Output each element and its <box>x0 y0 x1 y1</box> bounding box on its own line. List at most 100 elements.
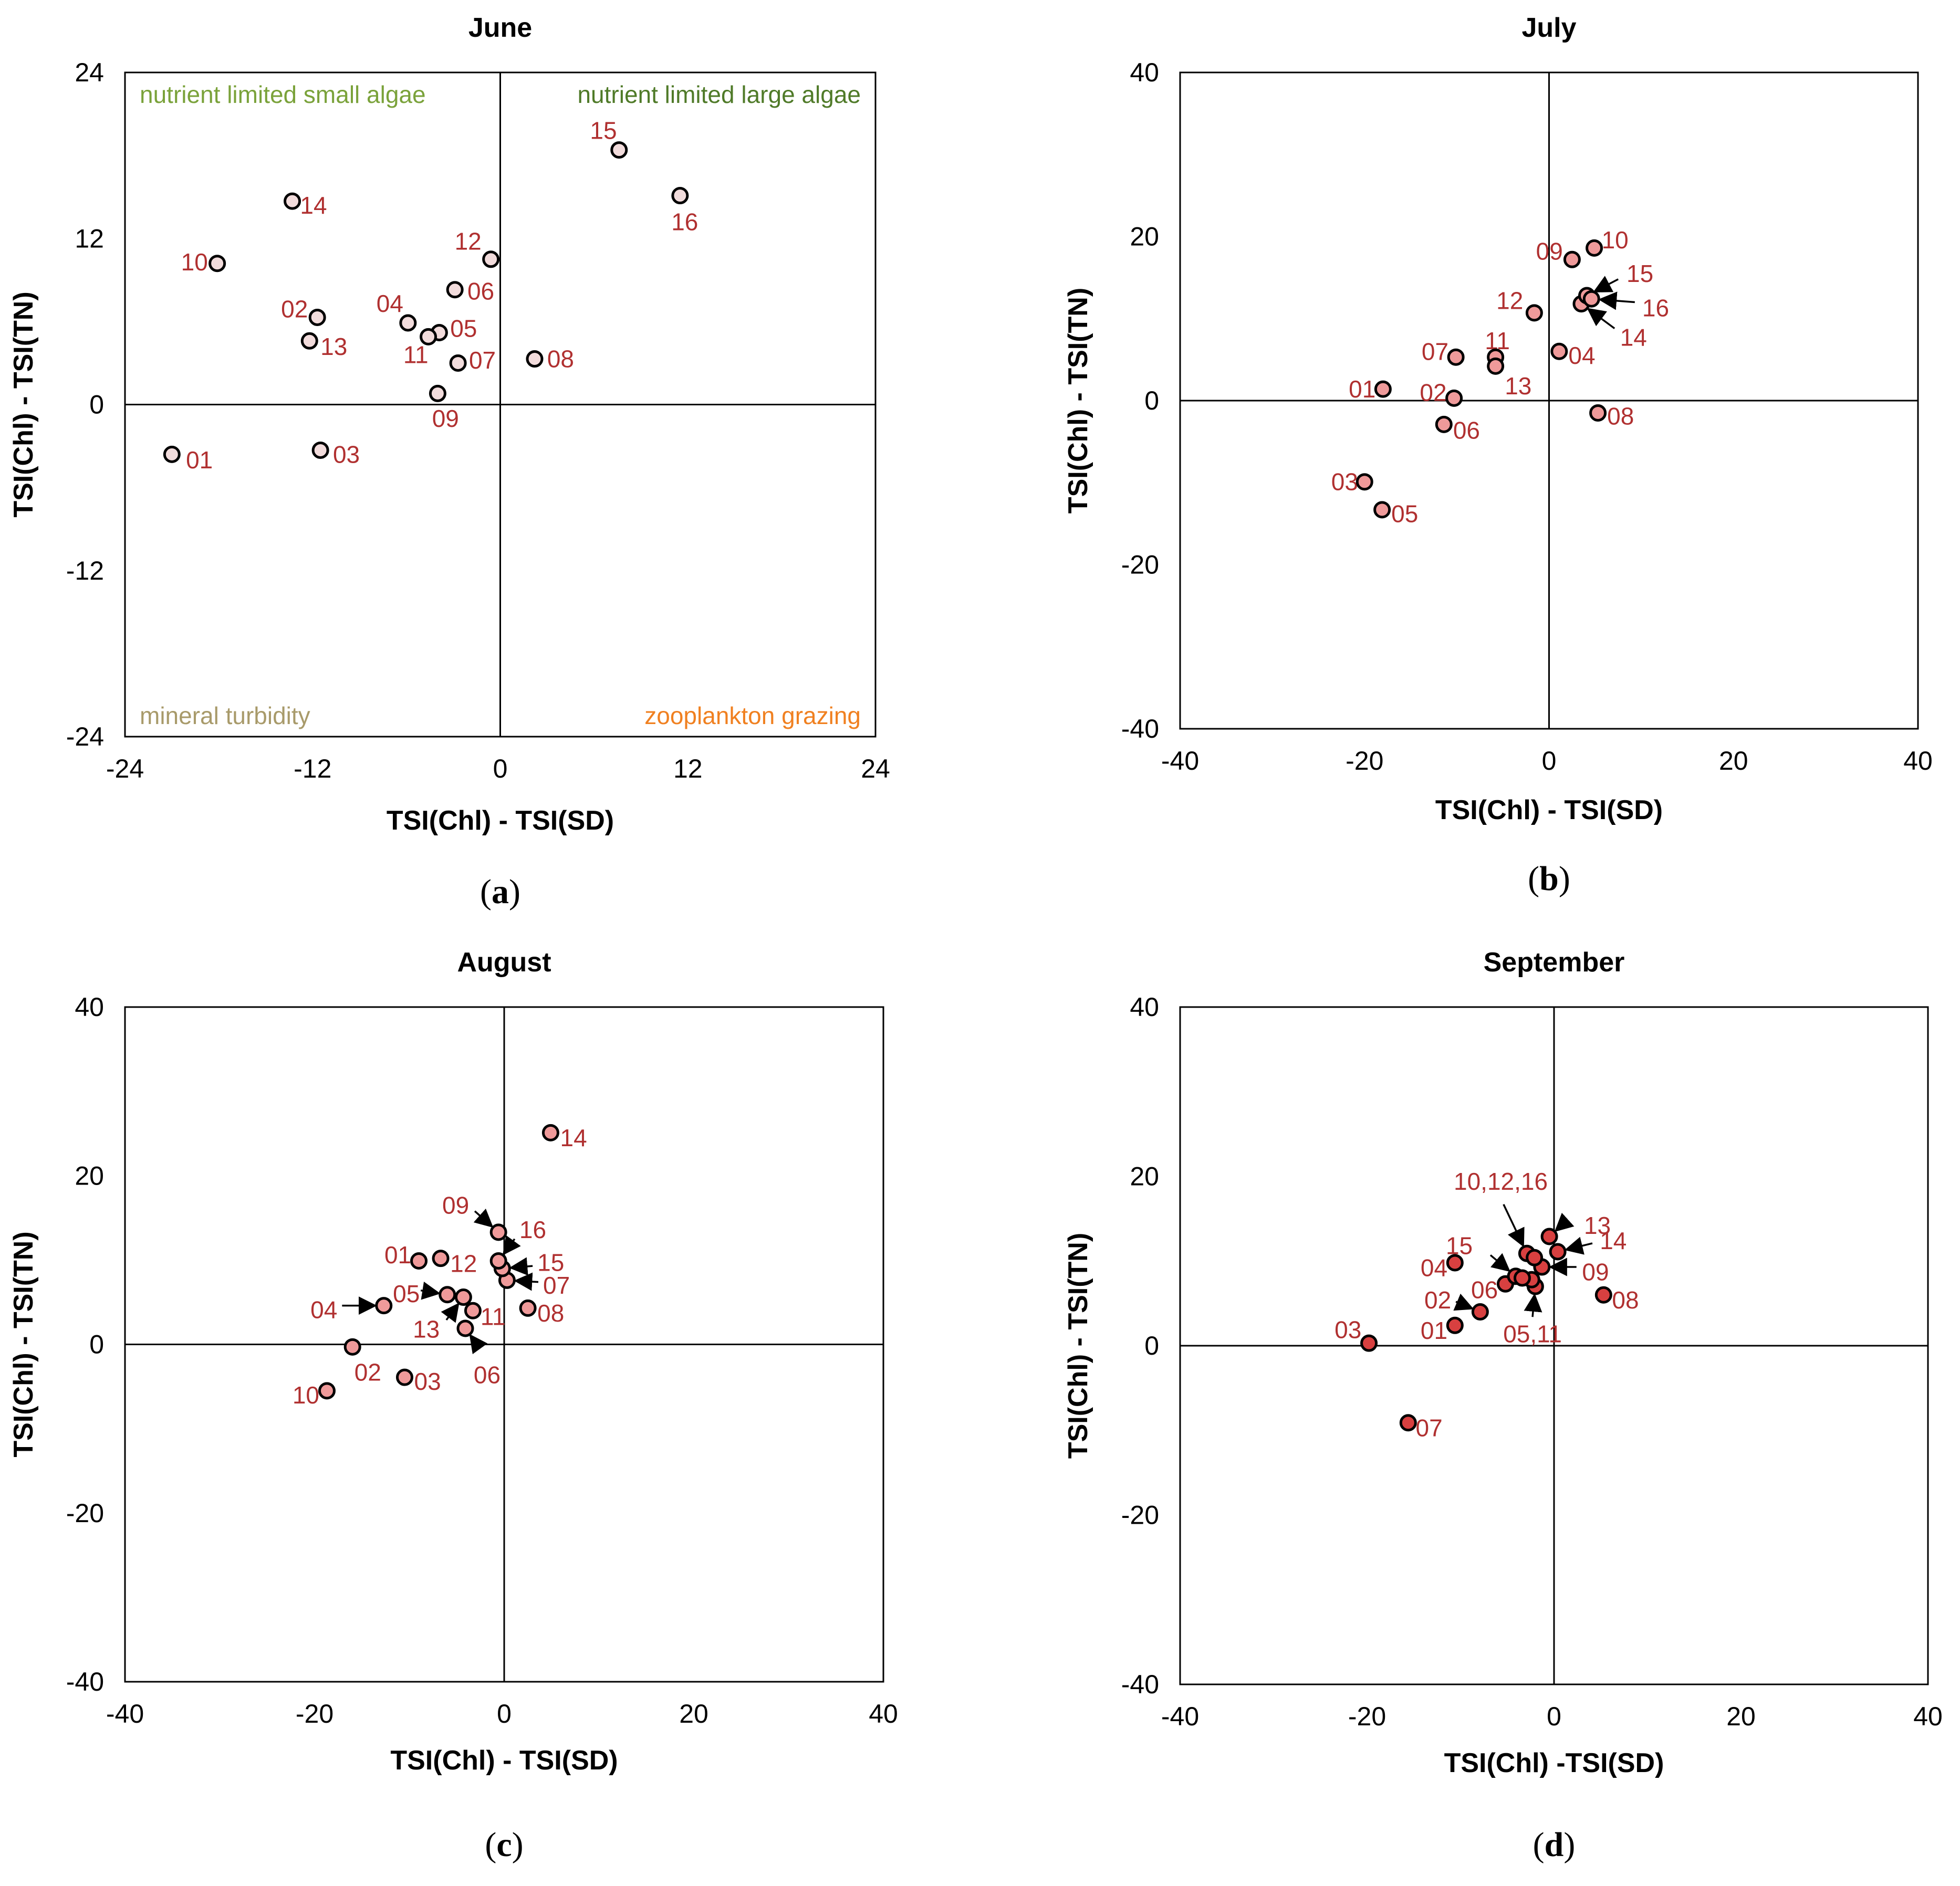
subfigure-label: (b) <box>1528 860 1570 898</box>
x-tick-label: -24 <box>106 754 144 783</box>
data-point <box>1446 1254 1464 1272</box>
point-label: 10 <box>293 1381 319 1409</box>
x-tick-label: -20 <box>1348 1702 1386 1731</box>
subfigure-letter: d <box>1545 1826 1564 1864</box>
data-point <box>671 187 689 205</box>
data-point <box>1471 1303 1489 1321</box>
x-axis-title: TSI(Chl) - TSI(SD) <box>387 805 614 836</box>
point-label: 16 <box>1642 294 1669 321</box>
data-point <box>1549 1243 1567 1261</box>
data-point <box>432 1250 450 1267</box>
point-label: 03 <box>1335 1316 1361 1343</box>
subfigure-close-paren: ) <box>1559 860 1570 898</box>
point-arrow <box>1524 1293 1542 1317</box>
data-point <box>1356 473 1373 491</box>
point-label: 07 <box>1422 338 1448 365</box>
data-point <box>1374 380 1392 398</box>
point-label: 04 <box>1421 1254 1447 1282</box>
point-label: 10 <box>1602 226 1629 254</box>
y-tick-label: 20 <box>75 1161 104 1190</box>
y-tick-label: 0 <box>89 1330 104 1359</box>
data-point <box>610 141 628 159</box>
point-label: 01 <box>1421 1317 1447 1344</box>
chart-d: September-40 -20 0 20 40-40-2002040TSI(Chl) … <box>1063 947 1943 1864</box>
subfigure-open-paren: ( <box>1528 860 1539 898</box>
point-arrow <box>1489 1253 1511 1272</box>
point-arrow <box>1503 1203 1525 1248</box>
point-arrow <box>420 1281 441 1300</box>
data-point <box>1550 342 1568 360</box>
quadrant-label: mineral turbidity <box>140 702 310 729</box>
point-arrow <box>514 1272 539 1291</box>
point-arrow <box>1593 276 1619 292</box>
point-label: 13 <box>413 1316 440 1343</box>
point-label: 05 <box>450 315 477 342</box>
point-label: 05 <box>393 1280 420 1307</box>
point-label: 15 <box>590 117 617 144</box>
data-point <box>519 1299 537 1317</box>
data-point <box>439 1286 456 1304</box>
point-label: 11 <box>481 1303 506 1330</box>
point-label: 04 <box>310 1296 337 1324</box>
point-label: 02 <box>281 296 308 323</box>
point-label: 12 <box>1496 287 1523 314</box>
chart-title: August <box>457 947 551 978</box>
point-label: 07 <box>1416 1414 1443 1441</box>
data-point <box>464 1302 482 1319</box>
y-tick-label: -40 <box>66 1667 104 1696</box>
point-label: 01 <box>186 446 213 474</box>
data-point <box>1513 1269 1531 1287</box>
x-tick-label: -12 <box>294 754 331 783</box>
x-axis-title: TSI(Chl) - TSI(SD) <box>390 1745 618 1776</box>
y-tick-label: 0 <box>89 390 104 420</box>
x-axis-title: TSI(Chl) - TSI(SD) <box>1435 795 1663 825</box>
data-point <box>395 1368 413 1386</box>
x-tick-label: 20 <box>1726 1702 1756 1731</box>
x-tick-label: -20 <box>1346 746 1383 776</box>
data-point <box>1445 389 1463 407</box>
x-tick-label: -40 <box>1161 1702 1199 1731</box>
data-point <box>541 1124 559 1141</box>
quadrant-label: zooplankton grazing <box>644 702 861 729</box>
subfigure-close-paren: ) <box>512 1826 524 1864</box>
point-label: 12 <box>450 1250 477 1277</box>
data-point <box>375 1297 393 1315</box>
point-label: 14 <box>1620 324 1647 351</box>
y-tick-label: -40 <box>1121 1670 1159 1699</box>
data-point <box>1435 415 1453 433</box>
point-label: 04 <box>377 290 403 317</box>
y-tick-label: -40 <box>1121 714 1159 743</box>
x-tick-label: 0 <box>1542 746 1557 776</box>
point-label: 14 <box>560 1124 587 1151</box>
x-tick-label: -20 <box>296 1699 333 1728</box>
data-point <box>456 1319 474 1337</box>
point-label: 05,11 <box>1503 1320 1562 1347</box>
data-point <box>429 384 446 402</box>
y-tick-label: -24 <box>66 722 104 751</box>
subfigure-label: (a) <box>480 873 520 911</box>
point-label: 15 <box>1627 260 1653 287</box>
y-tick-label: 40 <box>75 992 104 1022</box>
data-point <box>1594 1286 1612 1304</box>
data-point <box>410 1252 428 1270</box>
point-label: 09 <box>1536 238 1563 265</box>
point-label: 08 <box>537 1300 564 1327</box>
data-point <box>449 354 467 372</box>
data-point <box>300 332 318 350</box>
data-point <box>1399 1414 1417 1432</box>
y-tick-label: -20 <box>1121 550 1159 580</box>
y-tick-label: 40 <box>1130 992 1159 1022</box>
chart-title: September <box>1484 947 1625 978</box>
point-label: 05 <box>1391 500 1418 528</box>
chart-title: June <box>468 13 532 43</box>
subfigure-label: (d) <box>1533 1826 1576 1864</box>
data-point <box>1582 290 1600 308</box>
point-arrow <box>1598 291 1635 310</box>
data-point <box>1589 404 1607 422</box>
data-point <box>526 350 544 368</box>
y-tick-label: 0 <box>1144 1331 1159 1360</box>
y-tick-label: 40 <box>1130 58 1159 87</box>
x-tick-label: 0 <box>1547 1702 1561 1731</box>
point-label: 01 <box>384 1241 411 1269</box>
